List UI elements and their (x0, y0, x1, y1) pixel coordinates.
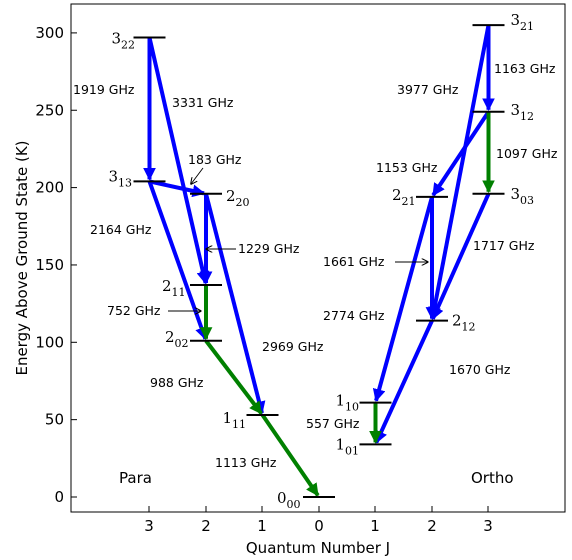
y-tick-label: 200 (35, 179, 64, 197)
level-label-212: 212 (452, 312, 476, 334)
y-tick-label: 50 (45, 411, 64, 429)
freq-label-111-000: 1113 GHz (215, 455, 277, 470)
freq-label-313-220: 183 GHz (188, 152, 242, 167)
ortho-label: Ortho (471, 469, 514, 487)
x-tick-label: 1 (370, 517, 380, 535)
frequency-labels: 1919 GHz 3331 GHz 183 GHz 2164 GHz 1229 GHz 2… (73, 61, 558, 470)
level-label-313: 313 (109, 167, 133, 189)
level-label-322: 322 (112, 30, 136, 52)
transition-arrow-220-to-111 (204, 193, 266, 415)
freq-label-312-221: 1153 GHz (376, 160, 438, 175)
label-pointer-arrow (191, 167, 204, 184)
transition-arrow-312-to-221 (431, 110, 491, 197)
freq-label-321-312: 1163 GHz (494, 61, 556, 76)
freq-label-221-212: 1661 GHz (323, 254, 385, 269)
level-label-000: 000 (277, 489, 301, 511)
y-tick-label: 300 (35, 24, 64, 42)
transition-arrow-221-to-110 (372, 196, 434, 402)
level-label-221: 221 (392, 186, 416, 208)
freq-label-313-202: 2164 GHz (90, 222, 152, 237)
level-label-211: 211 (162, 277, 186, 299)
freq-label-110-101: 557 GHz (306, 416, 360, 431)
transition-arrow-321-to-212 (428, 24, 491, 320)
y-tick-label: 100 (35, 333, 64, 351)
level-label-220: 220 (226, 187, 250, 209)
para-label: Para (119, 469, 152, 487)
x-tick-label: 3 (483, 517, 493, 535)
transition-arrow-111-to-000 (260, 413, 320, 497)
x-tick-label: 2 (201, 517, 211, 535)
level-label-321: 321 (511, 11, 535, 33)
x-tick-label: 2 (427, 517, 437, 535)
freq-label-303-212: 1717 GHz (473, 238, 535, 253)
transition-arrow-202-to-111 (204, 339, 263, 415)
freq-label-322-313: 1919 GHz (73, 82, 135, 97)
plot-frame (70, 3, 566, 513)
transition-arrow-313-to-220 (149, 179, 206, 198)
transition-arrow-212-to-101 (374, 319, 434, 444)
freq-label-220-211: 1229 GHz (238, 241, 300, 256)
level-label-110: 110 (336, 392, 360, 414)
level-label-111: 111 (223, 409, 247, 431)
freq-label-312-303: 1097 GHz (496, 146, 558, 161)
y-tick-label: 0 (54, 488, 64, 506)
freq-label-211-202: 752 GHz (107, 303, 161, 318)
level-label-101: 101 (336, 435, 360, 457)
level-label-312: 312 (511, 101, 535, 123)
x-axis-ticks: 3 2 1 0 1 2 3 (144, 506, 493, 535)
freq-label-220-111: 2969 GHz (262, 339, 324, 354)
y-axis-ticks: 0 50 100 150 200 250 300 (35, 24, 77, 506)
y-tick-label: 150 (35, 256, 64, 274)
x-tick-label: 0 (314, 517, 324, 535)
x-tick-label: 1 (257, 517, 267, 535)
freq-label-321-212: 3977 GHz (397, 82, 459, 97)
y-axis-label: Energy Above Ground State (K) (13, 140, 31, 375)
freq-label-221-110: 2774 GHz (323, 308, 385, 323)
freq-label-212-101: 1670 GHz (449, 362, 511, 377)
y-tick-label: 250 (35, 101, 64, 119)
x-tick-label: 3 (144, 517, 154, 535)
freq-label-322-211: 3331 GHz (172, 95, 234, 110)
level-label-202: 202 (165, 328, 189, 350)
energy-levels: 322 313 220 211 202 111 000 321 312 303 221 212 110 1… (109, 11, 535, 511)
transition-arrow-322-to-211 (147, 37, 210, 285)
freq-label-202-111: 988 GHz (150, 375, 204, 390)
level-label-303: 303 (511, 185, 535, 207)
x-axis-label: Quantum Number J (246, 539, 390, 557)
transition-arrows (143, 24, 495, 497)
transition-arrow-303-to-212 (430, 192, 491, 320)
